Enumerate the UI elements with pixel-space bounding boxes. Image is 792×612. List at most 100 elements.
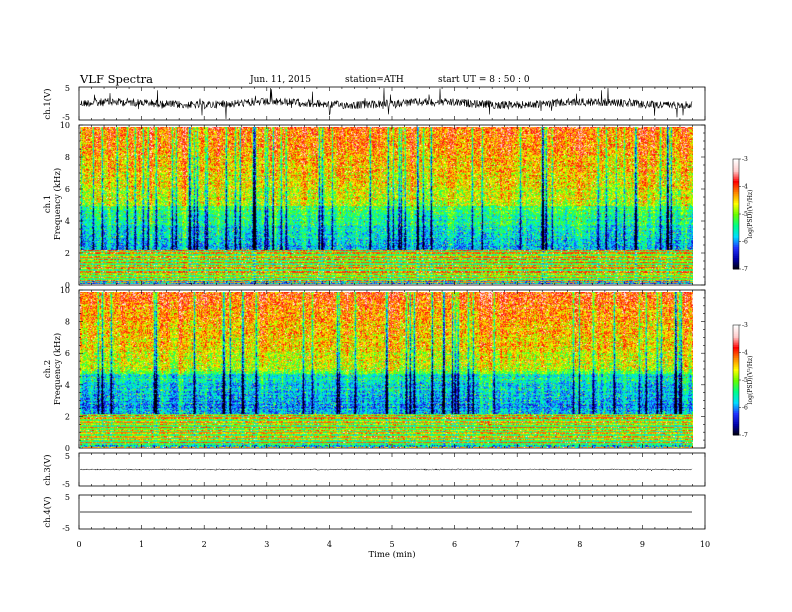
header-start-ut: start UT = 8 : 50 : 0 bbox=[438, 75, 530, 85]
x-tick-label: 8 bbox=[577, 540, 582, 549]
waveform-trace bbox=[79, 87, 693, 120]
ch4-ytick-bottom: -5 bbox=[62, 524, 70, 533]
colorbar-swatch bbox=[733, 420, 739, 423]
colorbar-swatch bbox=[733, 160, 739, 164]
colorbar-swatch bbox=[733, 186, 739, 189]
colorbar-swatch bbox=[733, 392, 739, 396]
colorbar-swatch bbox=[733, 223, 739, 226]
ch3-waveform bbox=[79, 468, 693, 472]
colorbar-swatch bbox=[733, 416, 739, 419]
ch1-spec-yticks: 0 2 4 6 8 10 bbox=[60, 121, 705, 290]
x-tick-label: 9 bbox=[640, 540, 645, 549]
colorbar-swatch bbox=[733, 389, 739, 392]
colorbar-swatch bbox=[733, 203, 739, 206]
colorbar-swatch bbox=[733, 175, 739, 178]
colorbar-swatch bbox=[733, 184, 739, 187]
colorbar-swatch bbox=[733, 370, 739, 374]
colorbar-swatch bbox=[733, 391, 739, 394]
colorbar-swatch bbox=[733, 168, 739, 171]
colorbar-swatch bbox=[733, 239, 739, 242]
colorbar-swatch bbox=[733, 374, 739, 377]
ch2-spec-yticks: 0 2 4 6 8 10 bbox=[60, 286, 705, 453]
colorbar-swatch bbox=[733, 325, 739, 328]
colorbar-swatch bbox=[733, 258, 739, 261]
colorbar-swatch bbox=[733, 425, 739, 429]
ch1-ytick-bottom: -5 bbox=[62, 113, 70, 122]
colorbar-swatch bbox=[733, 219, 739, 222]
colorbar-swatch bbox=[733, 411, 739, 414]
colorbar-swatch bbox=[733, 334, 739, 337]
y-tick-label: 6 bbox=[65, 349, 70, 358]
colorbar-swatch bbox=[733, 396, 739, 399]
header-date: Jun. 11, 2015 bbox=[249, 75, 311, 85]
colorbar-swatch bbox=[733, 372, 739, 375]
colorbar-swatch bbox=[733, 159, 739, 162]
x-axis-label: Time (min) bbox=[368, 549, 415, 560]
colorbar-swatch bbox=[733, 188, 739, 191]
y-tick-label: 10 bbox=[60, 286, 70, 295]
colorbar-swatch bbox=[733, 245, 739, 248]
colorbar-swatch bbox=[733, 221, 739, 224]
ch1-colorbar: -3 -4 -5 -6 -7 log(PSD)(V²/Hz) bbox=[732, 156, 754, 273]
colorbar-swatch bbox=[733, 228, 739, 231]
colorbar-swatch bbox=[733, 201, 739, 204]
colorbar-tick-label: -4 bbox=[742, 350, 748, 357]
colorbar-swatch bbox=[733, 385, 739, 388]
colorbar-swatch bbox=[733, 350, 739, 353]
colorbar-swatch bbox=[733, 326, 739, 330]
x-tick-label: 10 bbox=[700, 540, 710, 549]
colorbar-swatch bbox=[733, 197, 739, 200]
colorbar-swatch bbox=[733, 383, 739, 386]
x-tick-label: 7 bbox=[515, 540, 520, 549]
colorbar-swatch bbox=[733, 343, 739, 346]
colorbar-swatch bbox=[733, 418, 739, 421]
colorbar-swatch bbox=[733, 234, 739, 237]
colorbar-swatch bbox=[733, 162, 739, 165]
x-tick-label: 3 bbox=[264, 540, 269, 549]
y-tick-label: 8 bbox=[65, 318, 70, 327]
colorbar-swatch bbox=[733, 195, 739, 198]
colorbar-swatch bbox=[733, 204, 739, 208]
colorbar-label: log(PSD)(V²/Hz) bbox=[747, 190, 754, 239]
colorbar-swatch bbox=[733, 173, 739, 176]
colorbar-swatch bbox=[733, 345, 739, 348]
colorbar-swatch bbox=[733, 328, 739, 331]
ch1-wave-ylabel: ch.1(V) bbox=[42, 88, 53, 119]
colorbar-swatch bbox=[733, 267, 739, 270]
colorbar-swatch bbox=[733, 190, 739, 193]
colorbar-swatch bbox=[733, 354, 739, 357]
colorbar-swatch bbox=[733, 348, 739, 352]
colorbar-swatch bbox=[733, 217, 739, 220]
colorbar-swatch bbox=[733, 367, 739, 370]
colorbar-swatch bbox=[733, 358, 739, 361]
ch1-ytick-top: 5 bbox=[65, 84, 70, 93]
colorbar-swatch bbox=[733, 226, 739, 230]
colorbar-label: log(PSD)(V²/Hz) bbox=[747, 356, 754, 405]
colorbar-swatch bbox=[733, 171, 739, 175]
ch2-colorbar: -3 -4 -5 -6 -7 log(PSD)(V²/Hz) bbox=[732, 322, 754, 439]
x-tick-label: 6 bbox=[452, 540, 457, 549]
colorbar-tick-label: -6 bbox=[742, 239, 748, 246]
colorbar-tick-label: -6 bbox=[742, 405, 748, 412]
colorbar-swatch bbox=[733, 429, 739, 432]
y-tick-label: 0 bbox=[65, 444, 70, 453]
colorbar-swatch bbox=[733, 230, 739, 233]
colorbar-swatch bbox=[733, 414, 739, 418]
waveform-trace bbox=[79, 468, 693, 472]
colorbar-swatch bbox=[733, 252, 739, 255]
colorbar-swatch bbox=[733, 424, 739, 427]
colorbar-swatch bbox=[733, 405, 739, 408]
colorbar-swatch bbox=[733, 398, 739, 401]
colorbar-swatch bbox=[733, 181, 739, 184]
header-station: station=ATH bbox=[345, 75, 404, 85]
y-tick-label: 0 bbox=[65, 281, 70, 290]
colorbar-swatch bbox=[733, 332, 739, 335]
colorbar-swatch bbox=[733, 403, 739, 407]
colorbar-swatch bbox=[733, 347, 739, 350]
x-tick-label: 4 bbox=[327, 540, 332, 549]
ch1-spec-ylabel-top: ch.1 bbox=[43, 195, 53, 213]
ch3-ytick-bottom: -5 bbox=[62, 480, 70, 489]
colorbar-swatch bbox=[733, 337, 739, 341]
colorbar-swatch bbox=[733, 394, 739, 397]
